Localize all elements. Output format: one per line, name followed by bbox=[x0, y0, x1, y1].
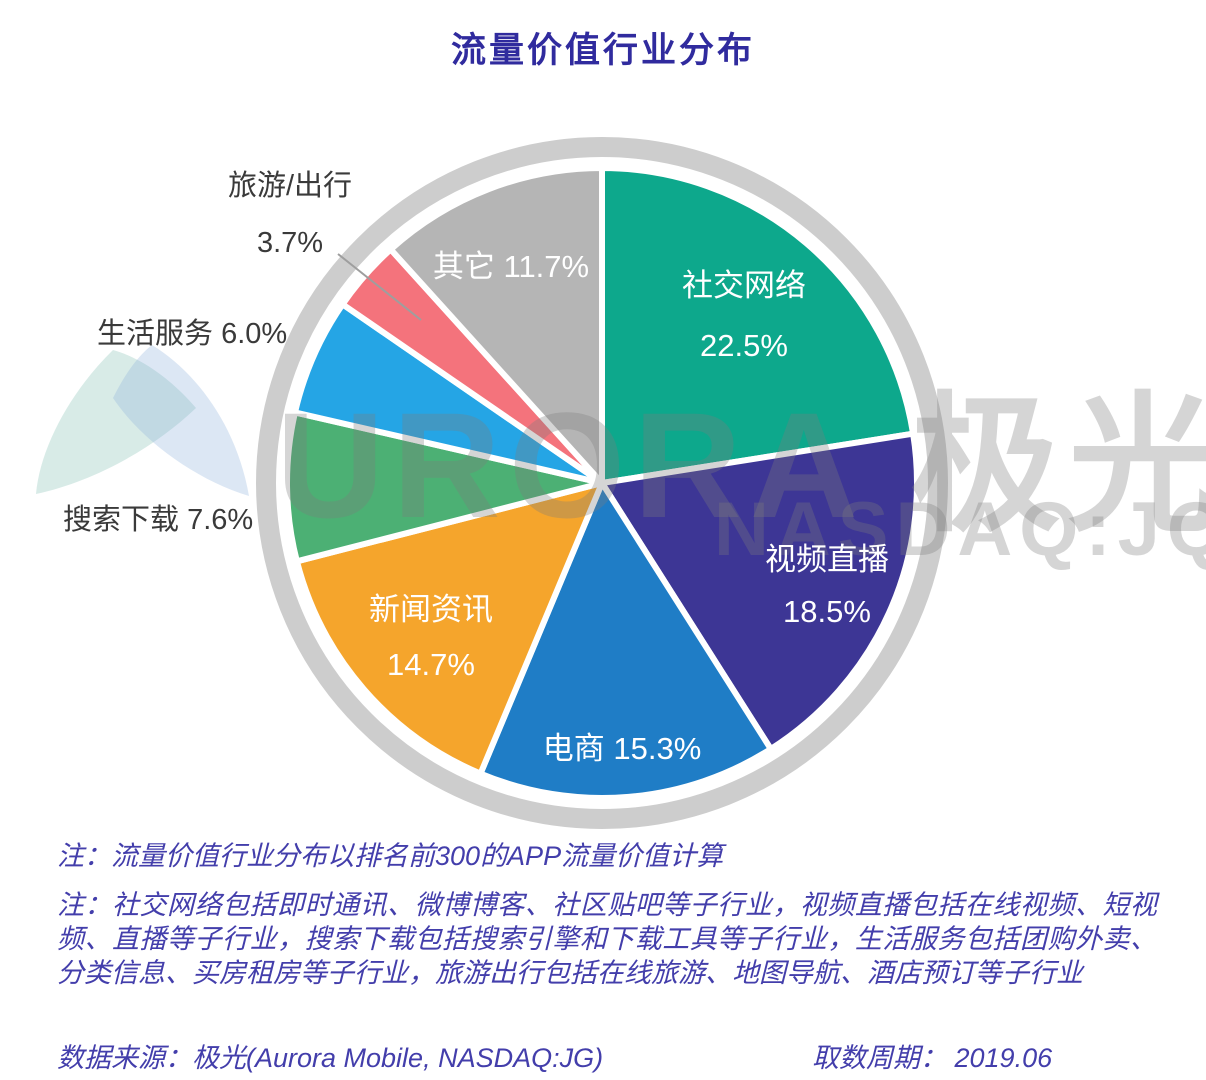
slice-label-travel: 旅游/出行 3.7% bbox=[140, 158, 440, 272]
slice-pct-video: 18.5% bbox=[783, 594, 871, 629]
slice-label-other: 其它 11.7% bbox=[361, 241, 661, 286]
slice-pct-life: 6.0% bbox=[221, 318, 288, 350]
slice-pct-social: 22.5% bbox=[700, 328, 788, 363]
slice-name-search: 搜索下载 bbox=[63, 504, 180, 536]
travel-leader-line bbox=[337, 253, 422, 321]
slice-label-social: 社交网络 22.5% bbox=[594, 256, 894, 376]
slice-label-search: 搜索下载 7.6% bbox=[63, 496, 423, 538]
data-period: 取数周期： 2019.06 bbox=[812, 1043, 1053, 1073]
slice-name-news: 新闻资讯 bbox=[369, 592, 493, 627]
slice-label-ecommerce: 电商 15.3% bbox=[472, 723, 772, 768]
note-2: 注：社交网络包括即时通讯、微博博客、社区贴吧等子行业，视频直播包括在线视频、短视… bbox=[57, 890, 1157, 988]
page-title: 流量价值行业分布 bbox=[450, 31, 755, 70]
slice-name-social: 社交网络 bbox=[682, 268, 806, 303]
pie-slice-1 bbox=[599, 430, 920, 752]
slice-label-life: 生活服务 6.0% bbox=[97, 310, 457, 352]
slice-pct-news: 14.7% bbox=[387, 647, 475, 682]
slice-name-travel: 旅游/出行 bbox=[227, 170, 353, 202]
pie-slice-7 bbox=[387, 165, 605, 486]
slice-name-ecommerce: 电商 bbox=[542, 731, 605, 766]
pie-slice-4 bbox=[284, 409, 605, 565]
slice-pct-other: 11.7% bbox=[503, 249, 590, 284]
slice-pct-ecommerce: 15.3% bbox=[613, 731, 702, 766]
notes-block: 注：流量价值行业分布以排名前300的APP流量价值计算 注：社交网络包括即时通讯… bbox=[57, 836, 1157, 990]
slice-name-other: 其它 bbox=[432, 249, 495, 284]
slice-name-video: 视频直播 bbox=[765, 542, 889, 577]
note-1: 注：流量价值行业分布以排名前300的APP流量价值计算 bbox=[57, 841, 724, 871]
slice-label-news: 新闻资讯 14.7% bbox=[281, 582, 581, 692]
slice-name-life: 生活服务 bbox=[97, 318, 214, 350]
pie-outer-ring bbox=[256, 137, 948, 829]
slice-pct-search: 7.6% bbox=[187, 504, 254, 536]
slice-pct-travel: 3.7% bbox=[256, 227, 324, 259]
pie-slice-3 bbox=[293, 480, 605, 777]
pie-slice-2 bbox=[477, 480, 774, 801]
aurora-logo-left-petal bbox=[36, 350, 196, 494]
aurora-logo-right-petal bbox=[113, 345, 249, 496]
data-source: 数据来源：极光(Aurora Mobile, NASDAQ:JG) bbox=[57, 1043, 604, 1073]
pie-slice-0 bbox=[599, 165, 917, 486]
slice-label-video: 视频直播 18.5% bbox=[677, 534, 977, 638]
